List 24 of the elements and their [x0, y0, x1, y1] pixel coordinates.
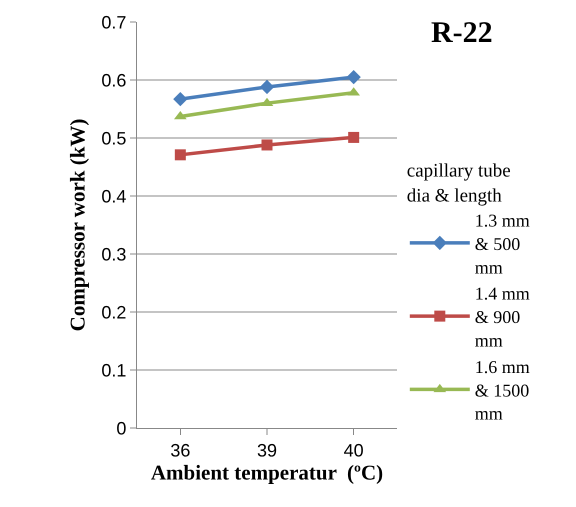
legend-label: 1.3 mm & 500 mm [474, 210, 530, 278]
point [260, 80, 274, 94]
y-tick-label: 0.7 [101, 12, 126, 32]
point [173, 92, 188, 106]
legend-label: 1.4 mm & 900 mm [474, 284, 530, 351]
text: R-22 [431, 16, 493, 49]
legend-label: 1.6 mm & 1500 mm [474, 356, 530, 424]
point [346, 70, 361, 84]
y-tick-label: 0.2 [101, 302, 126, 322]
x-tick-label: 39 [256, 440, 278, 461]
point [348, 132, 360, 143]
y-tick-label: 0 [116, 418, 126, 438]
y-axis-title: Compressor work (kW) [66, 118, 90, 332]
y-tick-label: 0.4 [101, 186, 126, 206]
y-tick-label: 0.1 [101, 360, 126, 380]
legend-title: capillary tube dia & length [406, 160, 511, 206]
y-tick-label: 0.3 [101, 244, 126, 264]
point [174, 149, 186, 160]
x-tick-label: 36 [170, 440, 190, 461]
y-tick-label: 0.5 [101, 128, 126, 148]
x-tick-label: 40 [344, 440, 364, 461]
point [262, 139, 272, 150]
x-axis-title: Ambient temperatur (ºC) [150, 460, 384, 485]
y-tick-label: 0.6 [101, 70, 126, 90]
